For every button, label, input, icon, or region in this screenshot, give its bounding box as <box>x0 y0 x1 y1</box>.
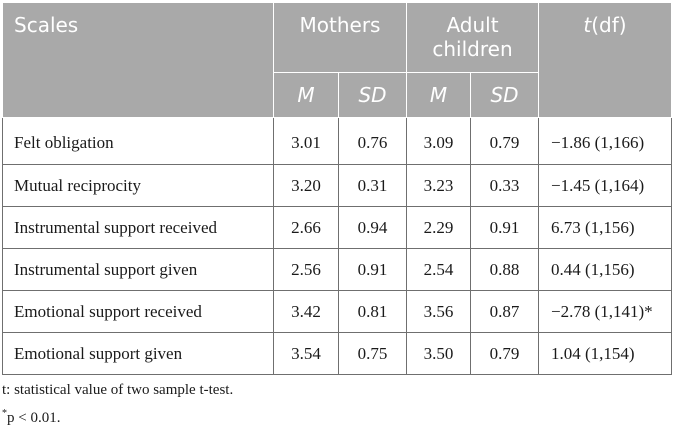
mothers-m-cell: 3.01 <box>273 117 339 165</box>
mothers-m-cell: 3.54 <box>273 332 339 375</box>
mothers-sd-cell: 0.75 <box>338 332 407 375</box>
row-label: Felt obligation <box>2 117 274 165</box>
header-mothers-sd: SD <box>338 72 407 118</box>
footnote-t-definition: t: statistical value of two sample t-tes… <box>2 382 234 398</box>
header-t-symbol: t <box>583 13 592 37</box>
row-label: Mutual reciprocity <box>2 164 274 207</box>
mothers-sd-cell: 0.31 <box>338 164 407 207</box>
table-body: Felt obligation 3.01 0.76 3.09 0.79 −1.8… <box>2 117 672 375</box>
t-cell: −2.78 (1,141)* <box>538 290 672 333</box>
children-sd-cell: 0.88 <box>470 248 539 291</box>
header-df: (df) <box>591 13 627 37</box>
mothers-m-cell: 3.20 <box>273 164 339 207</box>
row-label: Instrumental support received <box>2 206 274 249</box>
table-footnotes: t: statistical value of two sample t-tes… <box>2 378 233 426</box>
children-sd-cell: 0.33 <box>470 164 539 207</box>
header-adult-children: Adult children <box>406 2 539 73</box>
mothers-sd-cell: 0.94 <box>338 206 407 249</box>
mothers-m-cell: 2.66 <box>273 206 339 249</box>
children-m-cell: 3.23 <box>406 164 471 207</box>
children-m-cell: 3.56 <box>406 290 471 333</box>
t-cell: 6.73 (1,156) <box>538 206 672 249</box>
table-row: Instrumental support given 2.56 0.91 2.5… <box>2 248 672 291</box>
table-row: Felt obligation 3.01 0.76 3.09 0.79 −1.8… <box>2 117 672 165</box>
mothers-sd-cell: 0.91 <box>338 248 407 291</box>
table-header: Scales Mothers Adult children t(df) M SD… <box>2 2 672 118</box>
header-t-df: t(df) <box>538 2 672 118</box>
row-label: Instrumental support given <box>2 248 274 291</box>
children-sd-cell: 0.91 <box>470 206 539 249</box>
t-cell: −1.45 (1,164) <box>538 164 672 207</box>
children-m-cell: 2.54 <box>406 248 471 291</box>
table-row: Instrumental support received 2.66 0.94 … <box>2 206 672 249</box>
footnote-star: * <box>2 408 7 419</box>
table-row: Emotional support given 3.54 0.75 3.50 0… <box>2 332 672 375</box>
mothers-sd-cell: 0.76 <box>338 117 407 165</box>
children-m-cell: 3.50 <box>406 332 471 375</box>
children-m-cell: 2.29 <box>406 206 471 249</box>
table-row: Mutual reciprocity 3.20 0.31 3.23 0.33 −… <box>2 164 672 207</box>
header-children-m: M <box>406 72 471 118</box>
footnote-significance: *p < 0.01. <box>2 402 233 426</box>
t-cell: −1.86 (1,166) <box>538 117 672 165</box>
mothers-m-cell: 3.42 <box>273 290 339 333</box>
table-row: Emotional support received 3.42 0.81 3.5… <box>2 290 672 333</box>
t-cell: 0.44 (1,156) <box>538 248 672 291</box>
mothers-m-cell: 2.56 <box>273 248 339 291</box>
header-children-sd: SD <box>470 72 539 118</box>
header-adult-children-label: Adult children <box>432 13 513 61</box>
header-mothers: Mothers <box>273 2 407 73</box>
children-m-cell: 3.09 <box>406 117 471 165</box>
header-mothers-m: M <box>273 72 339 118</box>
table-container: Scales Mothers Adult children t(df) M SD… <box>2 2 672 375</box>
t-cell: 1.04 (1,154) <box>538 332 672 375</box>
row-label: Emotional support given <box>2 332 274 375</box>
header-scales: Scales <box>2 2 274 118</box>
mothers-sd-cell: 0.81 <box>338 290 407 333</box>
data-table: Scales Mothers Adult children t(df) M SD… <box>2 2 672 375</box>
children-sd-cell: 0.79 <box>470 332 539 375</box>
children-sd-cell: 0.87 <box>470 290 539 333</box>
row-label: Emotional support received <box>2 290 274 333</box>
footnote-significance-text: p < 0.01. <box>7 410 61 426</box>
children-sd-cell: 0.79 <box>470 117 539 165</box>
